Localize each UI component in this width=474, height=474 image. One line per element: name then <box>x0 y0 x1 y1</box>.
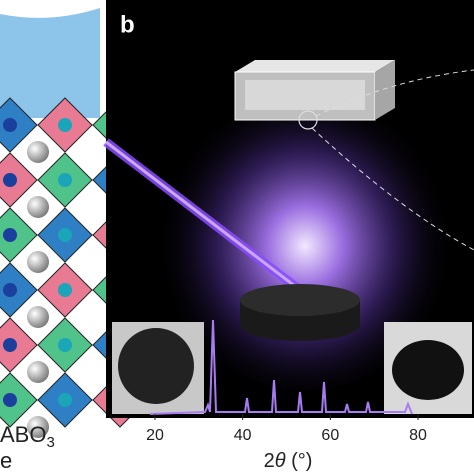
atom <box>58 118 72 132</box>
x-tick-label: 20 <box>146 427 164 444</box>
octahedron <box>0 262 38 318</box>
atom <box>58 228 72 242</box>
atom <box>27 416 49 438</box>
atom <box>27 196 49 218</box>
lattice-panel <box>0 0 148 438</box>
atom <box>3 173 17 187</box>
atom <box>3 283 17 297</box>
atom <box>58 173 72 187</box>
atom <box>3 118 17 132</box>
formula: ABO3 <box>0 422 55 451</box>
atom <box>27 306 49 328</box>
x-tick-label: 40 <box>234 427 252 444</box>
atom <box>3 228 17 242</box>
octahedron <box>0 372 38 428</box>
x-tick-label: 60 <box>321 427 339 444</box>
atom <box>58 393 72 407</box>
atom <box>27 141 49 163</box>
octahedron <box>0 317 38 373</box>
atom <box>3 338 17 352</box>
x-axis: 20 40 60 80 <box>146 414 427 444</box>
atom <box>58 338 72 352</box>
experiment-panel <box>103 0 474 418</box>
atom <box>58 283 72 297</box>
panel-label: b <box>120 11 135 38</box>
x-axis-label: 2θ (°) <box>264 450 313 472</box>
atom <box>27 361 49 383</box>
octahedron <box>0 152 38 208</box>
atom <box>3 393 17 407</box>
octahedron <box>0 207 38 263</box>
x-tick-label: 80 <box>409 427 427 444</box>
atom <box>27 251 49 273</box>
octahedron <box>0 97 38 153</box>
left-caption: e <box>0 448 12 473</box>
